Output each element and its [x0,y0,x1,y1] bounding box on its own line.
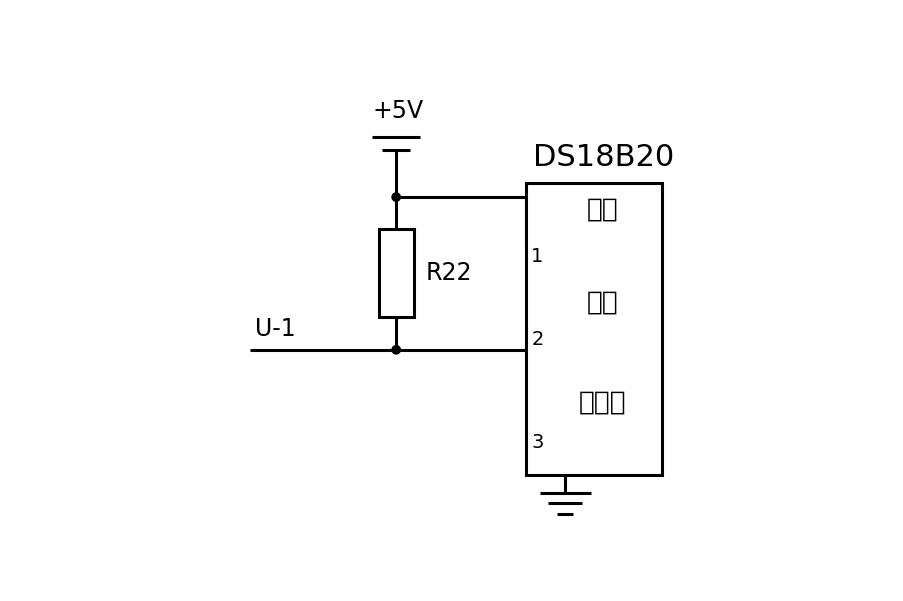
Text: 2: 2 [531,330,543,349]
Text: 1: 1 [531,246,543,266]
Text: 3: 3 [531,433,543,451]
Circle shape [392,346,400,354]
Text: R22: R22 [425,261,471,285]
Text: U-1: U-1 [255,317,295,341]
Text: DS18B20: DS18B20 [532,143,673,172]
Text: 数字: 数字 [586,197,618,223]
Text: 温度: 温度 [586,289,618,316]
Text: +5V: +5V [373,99,424,123]
Text: 传感器: 传感器 [578,390,625,416]
Bar [526,183,662,475]
Circle shape [392,193,400,201]
Bar [378,230,414,317]
